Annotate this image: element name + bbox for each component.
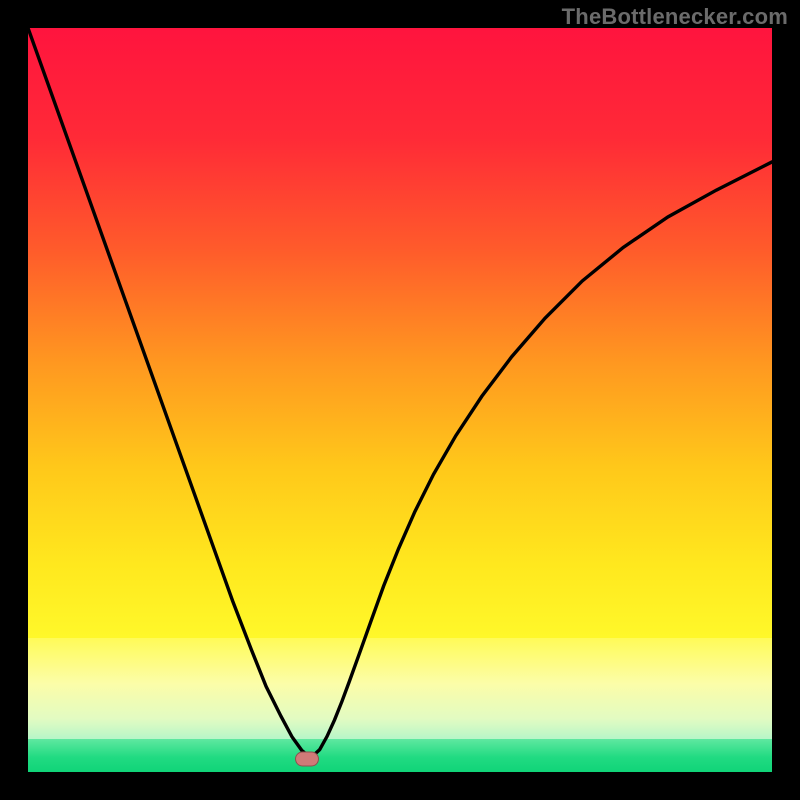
border-left xyxy=(0,0,28,800)
chart-root: TheBottlenecker.com xyxy=(0,0,800,800)
curve-path xyxy=(28,28,772,758)
border-right xyxy=(772,0,800,800)
border-bottom xyxy=(0,772,800,800)
plot-area xyxy=(28,28,772,772)
watermark-text: TheBottlenecker.com xyxy=(562,4,788,30)
curve-svg xyxy=(28,28,772,772)
min-marker xyxy=(295,751,319,766)
